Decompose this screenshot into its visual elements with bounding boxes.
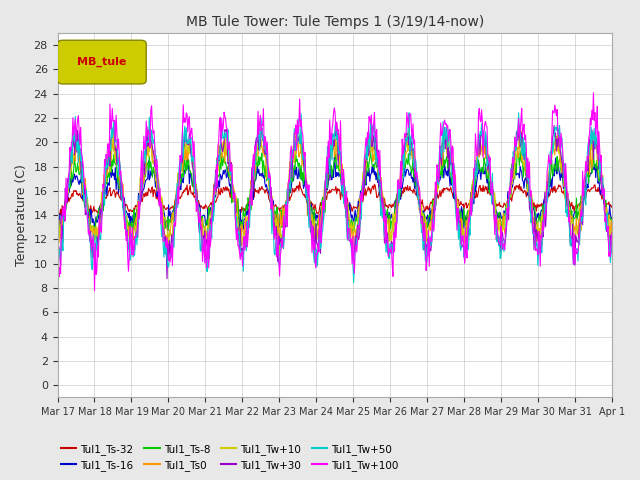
Y-axis label: Temperature (C): Temperature (C) [15,164,28,266]
FancyBboxPatch shape [58,40,146,84]
Legend: Tul1_Ts-32, Tul1_Ts-16, Tul1_Ts-8, Tul1_Ts0, Tul1_Tw+10, Tul1_Tw+30, Tul1_Tw+50,: Tul1_Ts-32, Tul1_Ts-16, Tul1_Ts-8, Tul1_… [56,439,403,475]
Text: MB_tule: MB_tule [77,57,127,67]
Title: MB Tule Tower: Tule Temps 1 (3/19/14-now): MB Tule Tower: Tule Temps 1 (3/19/14-now… [186,15,484,29]
